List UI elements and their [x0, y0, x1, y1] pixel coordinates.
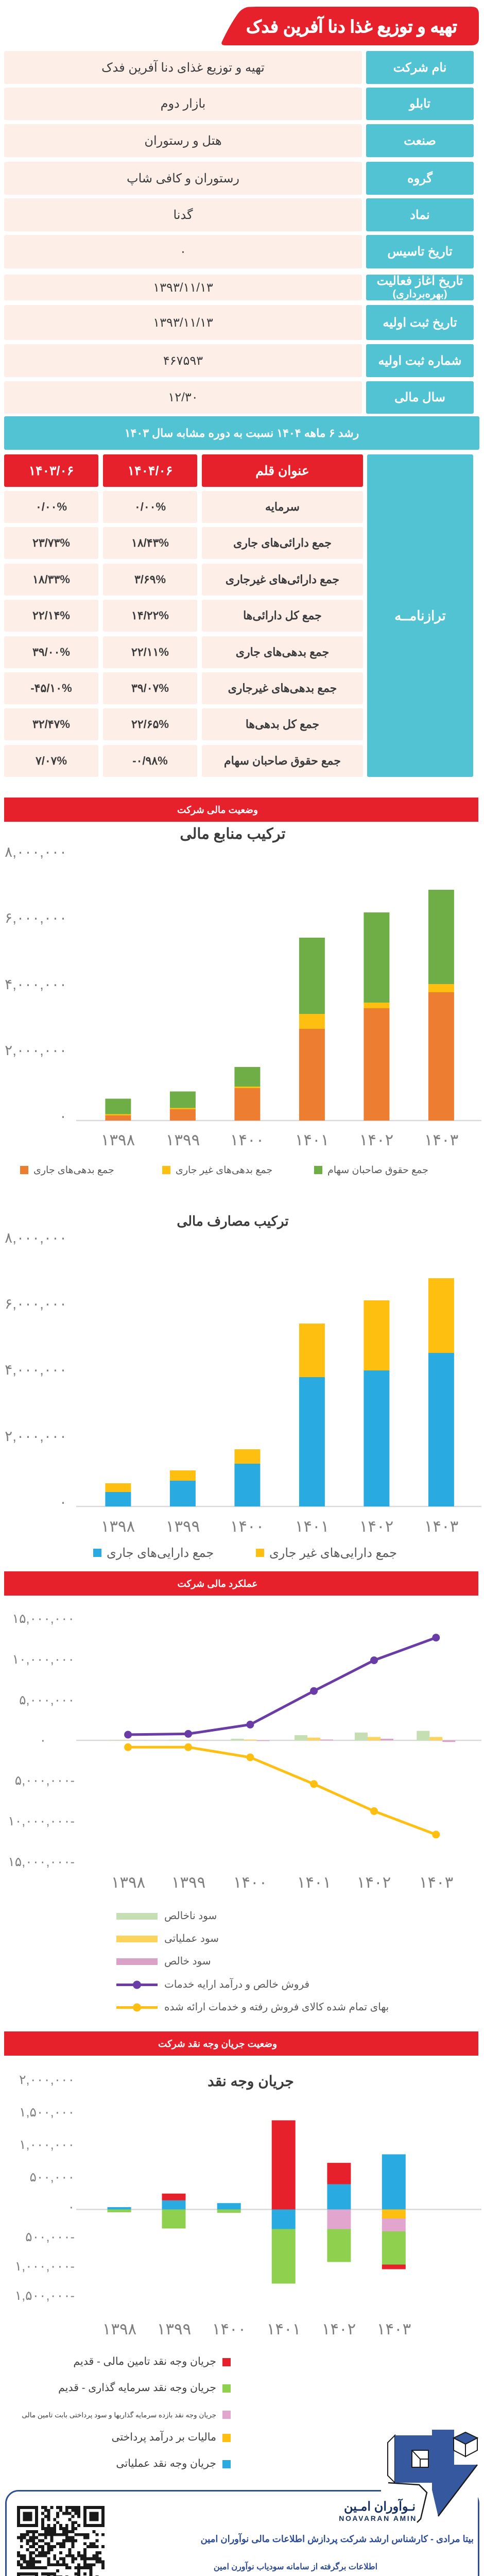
svg-text:۱۴۰۳: ۱۴۰۳ [419, 1873, 454, 1891]
svg-text:۰: ۰ [68, 2200, 75, 2214]
svg-text:فروش خالص و درآمد ارایه خدمات: فروش خالص و درآمد ارایه خدمات [164, 1978, 309, 1990]
svg-text:۱۳۹۹: ۱۳۹۹ [166, 1131, 200, 1149]
svg-text:۵۰۰,۰۰۰: ۵۰۰,۰۰۰ [29, 2170, 75, 2184]
svg-text:۴,۰۰۰,۰۰۰: ۴,۰۰۰,۰۰۰ [5, 1362, 67, 1378]
svg-text:سود خالص: سود خالص [164, 1956, 211, 1967]
svg-text:جمع حقوق صاحبان سهام: جمع حقوق صاحبان سهام [327, 1165, 428, 1176]
svg-text:۲,۰۰۰,۰۰۰: ۲,۰۰۰,۰۰۰ [5, 1042, 67, 1058]
svg-text:۸,۰۰۰,۰۰۰: ۸,۰۰۰,۰۰۰ [5, 1230, 67, 1246]
svg-text:۱۴۰۳: ۱۴۰۳ [424, 1131, 459, 1149]
svg-text:۱۴۰۰: ۱۴۰۰ [230, 1517, 265, 1535]
svg-text:۱۴۰۲: ۱۴۰۲ [322, 2320, 356, 2338]
svg-text:تهیه و توزیع غذا دنا آفرین فدک: تهیه و توزیع غذا دنا آفرین فدک [246, 16, 457, 37]
svg-text:جریان وجه نقد بازده سرمایه گذا: جریان وجه نقد بازده سرمایه گذاریها و سود… [22, 2411, 216, 2419]
svg-text:۰: ۰ [59, 1108, 67, 1124]
svg-text:۱۵,۰۰۰,۰۰۰: ۱۵,۰۰۰,۰۰۰ [12, 1612, 75, 1626]
svg-text:جریان وجه نقد سرمایه گذاری - ق: جریان وجه نقد سرمایه گذاری - قدیم [58, 2381, 216, 2394]
svg-text:۶,۰۰۰,۰۰۰: ۶,۰۰۰,۰۰۰ [5, 1296, 67, 1312]
svg-text:۱۰,۰۰۰,۰۰۰-: ۱۰,۰۰۰,۰۰۰- [8, 1814, 75, 1828]
svg-text:۱۳۹۹: ۱۳۹۹ [166, 1517, 200, 1535]
svg-text:۰: ۰ [40, 1733, 46, 1748]
svg-text:۱۴۰۱: ۱۴۰۱ [295, 1517, 330, 1535]
svg-text:۰: ۰ [59, 1494, 67, 1510]
svg-text:۱۰,۰۰۰,۰۰۰: ۱۰,۰۰۰,۰۰۰ [12, 1652, 75, 1667]
svg-text:سود عملیاتی: سود عملیاتی [164, 1933, 219, 1944]
svg-text:سود ناخالص: سود ناخالص [164, 1910, 217, 1922]
svg-text:جمع بدهی‌های جاری: جمع بدهی‌های جاری [33, 1165, 114, 1176]
svg-text:۱۴۰۰: ۱۴۰۰ [230, 1131, 265, 1149]
svg-text:۱۴۰۲: ۱۴۰۲ [359, 1517, 394, 1535]
svg-text:جریان وجه نقد تامین مالی - قدی: جریان وجه نقد تامین مالی - قدیم [73, 2355, 216, 2368]
svg-text:۱۴۰۳: ۱۴۰۳ [377, 2320, 411, 2338]
svg-text:۱۴۰۰: ۱۴۰۰ [233, 1873, 268, 1891]
svg-text:۲,۰۰۰,۰۰۰: ۲,۰۰۰,۰۰۰ [5, 1428, 67, 1444]
svg-text:بهای تمام شده کالای فروش رفته: بهای تمام شده کالای فروش رفته و خدمات ار… [164, 2002, 389, 2013]
svg-text:مالیات بر درآمد پرداختی: مالیات بر درآمد پرداختی [111, 2430, 216, 2444]
svg-text:۵۰۰,۰۰۰-: ۵۰۰,۰۰۰- [25, 2230, 75, 2244]
svg-text:۱۴۰۰: ۱۴۰۰ [212, 2320, 247, 2338]
svg-text:۵,۰۰۰,۰۰۰: ۵,۰۰۰,۰۰۰ [19, 1693, 75, 1707]
svg-text:۸,۰۰۰,۰۰۰: ۸,۰۰۰,۰۰۰ [5, 844, 67, 860]
svg-text:۶,۰۰۰,۰۰۰: ۶,۰۰۰,۰۰۰ [5, 910, 67, 926]
svg-text:۱۳۹۹: ۱۳۹۹ [157, 2320, 192, 2338]
svg-text:جریان وجه نقد عملیاتی: جریان وجه نقد عملیاتی [116, 2458, 216, 2470]
svg-text:۱۴۰۱: ۱۴۰۱ [297, 1873, 332, 1891]
svg-text:۱۳۹۸: ۱۳۹۸ [101, 1517, 135, 1535]
svg-text:۱۴۰۲: ۱۴۰۲ [357, 1873, 391, 1891]
svg-text:۱۴۰۳: ۱۴۰۳ [424, 1517, 459, 1535]
svg-text:۴,۰۰۰,۰۰۰: ۴,۰۰۰,۰۰۰ [5, 976, 67, 992]
svg-text:۱,۵۰۰,۰۰۰: ۱,۵۰۰,۰۰۰ [19, 2105, 75, 2120]
svg-text:جمع دارایی‌های جاری: جمع دارایی‌های جاری [107, 1546, 214, 1560]
svg-text:۱۳۹۸: ۱۳۹۸ [102, 2320, 137, 2338]
svg-text:۱۴۰۱: ۱۴۰۱ [295, 1131, 330, 1149]
svg-text:۱۳۹۹: ۱۳۹۹ [171, 1873, 206, 1891]
svg-text:۱۴۰۲: ۱۴۰۲ [359, 1131, 394, 1149]
svg-text:جمع بدهی‌های غیر جاری: جمع بدهی‌های غیر جاری [176, 1165, 272, 1176]
svg-text:۵,۰۰۰,۰۰۰-: ۵,۰۰۰,۰۰۰- [15, 1773, 75, 1788]
svg-text:۱۳۹۸: ۱۳۹۸ [111, 1873, 146, 1891]
svg-text:ترکیب مصارف مالی: ترکیب مصارف مالی [177, 1213, 288, 1229]
svg-text:جریان وجه نقد: جریان وجه نقد [208, 2073, 294, 2090]
svg-text:جمع دارایی‌های غیر جاری: جمع دارایی‌های غیر جاری [269, 1546, 397, 1560]
svg-text:ترکیب منابع مالی: ترکیب منابع مالی [180, 826, 285, 843]
svg-text:۱,۵۰۰,۰۰۰-: ۱,۵۰۰,۰۰۰- [15, 2289, 75, 2303]
svg-text:۱,۰۰۰,۰۰۰: ۱,۰۰۰,۰۰۰ [19, 2138, 75, 2152]
svg-text:۱۴۰۱: ۱۴۰۱ [267, 2320, 301, 2338]
svg-text:۱۳۹۸: ۱۳۹۸ [101, 1131, 135, 1149]
svg-text:۱۵,۰۰۰,۰۰۰-: ۱۵,۰۰۰,۰۰۰- [8, 1855, 75, 1869]
svg-text:۱,۰۰۰,۰۰۰-: ۱,۰۰۰,۰۰۰- [15, 2259, 75, 2274]
svg-text:۲,۰۰۰,۰۰۰: ۲,۰۰۰,۰۰۰ [19, 2073, 75, 2087]
